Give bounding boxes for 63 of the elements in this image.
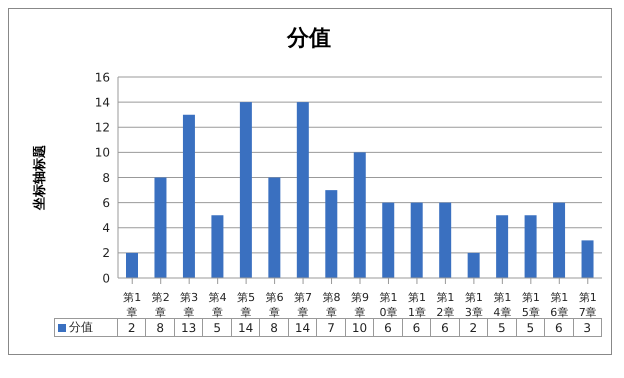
x-tick-label: 第2章: [152, 291, 170, 319]
data-label: 3: [574, 318, 602, 337]
y-tick-label: 16: [94, 70, 110, 84]
y-tick-label: 6: [102, 196, 110, 210]
bar: [439, 202, 452, 278]
bar: [211, 215, 224, 278]
x-tick-label: 第14章: [493, 291, 512, 319]
data-label: 10: [346, 318, 374, 337]
x-tick-label: 第13章: [464, 291, 483, 319]
data-label: 8: [146, 318, 175, 337]
bar: [582, 240, 594, 278]
bar: [382, 202, 394, 278]
bar: [354, 152, 366, 278]
x-tick-label: 第10章: [379, 291, 398, 319]
bar: [240, 102, 252, 278]
x-tick-label: 第16章: [550, 291, 568, 319]
x-tick-label: 第12章: [436, 291, 454, 319]
data-label: 5: [488, 318, 517, 337]
bar: [154, 178, 166, 278]
x-tick-label: 第4章: [208, 291, 227, 319]
data-label: 6: [402, 318, 432, 337]
data-label: 13: [174, 318, 204, 337]
data-label: 5: [516, 318, 546, 337]
bar: [410, 202, 423, 278]
bar: [325, 190, 338, 278]
bar: [296, 102, 309, 278]
x-tick-label: 第17章: [578, 291, 597, 319]
bar: [182, 114, 195, 278]
y-tick-label: 4: [102, 221, 110, 236]
x-tick-label: 第5章: [237, 291, 256, 319]
data-label: 6: [545, 318, 574, 337]
x-tick-label: 第1章: [123, 291, 142, 319]
data-label: 14: [232, 318, 260, 337]
x-tick-label: 第6章: [266, 291, 284, 319]
data-label: 7: [317, 318, 346, 337]
chart-title: 分值: [286, 25, 332, 53]
x-tick-label: 第9章: [351, 291, 369, 319]
y-tick-label: 0: [102, 271, 110, 286]
y-tick-label: 8: [102, 170, 110, 185]
bar: [268, 178, 280, 278]
bar: [524, 215, 537, 278]
data-label: 14: [288, 318, 318, 337]
bar: [126, 252, 138, 278]
data-label: 5: [203, 318, 232, 337]
bar: [496, 215, 508, 278]
x-tick-label: 第15章: [522, 291, 540, 319]
data-label: 2: [460, 318, 488, 337]
y-tick-label: 10: [94, 146, 110, 160]
x-tick-label: 第3章: [180, 291, 198, 319]
y-tick-label: 12: [94, 120, 110, 135]
bar: [553, 202, 566, 278]
x-tick-label: 第7章: [294, 291, 312, 319]
data-label: 2: [118, 318, 146, 337]
data-label: 8: [260, 318, 289, 337]
bar: [468, 252, 480, 278]
x-tick-label: 第11章: [408, 291, 426, 319]
x-tick-label: 第8章: [322, 291, 341, 319]
legend-label: 分值: [54, 318, 118, 337]
y-tick-label: 2: [102, 246, 110, 260]
data-label: 6: [374, 318, 403, 337]
data-label: 6: [431, 318, 460, 337]
y-axis-title: 坐标轴标题: [32, 145, 48, 211]
y-tick-label: 14: [94, 95, 110, 110]
